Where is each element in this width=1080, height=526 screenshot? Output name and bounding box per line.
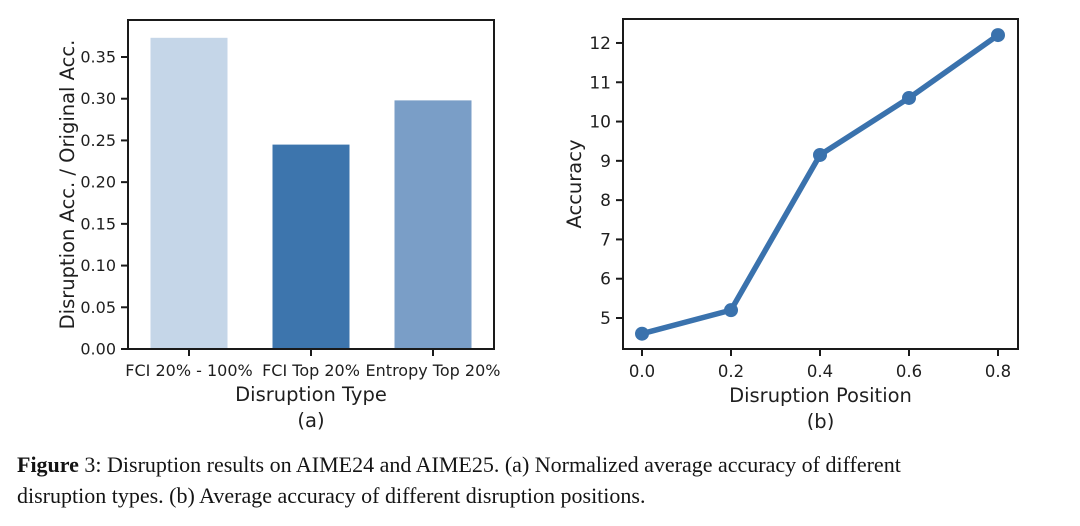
- y-tick-label: 0.20: [80, 173, 116, 192]
- y-tick-label: 8: [600, 191, 611, 211]
- caption-line-2: disruption types. (b) Average accuracy o…: [17, 483, 646, 508]
- panel-label-b: (b): [807, 410, 835, 430]
- y-axis-label: Disruption Acc. / Original Acc.: [56, 40, 79, 330]
- data-point: [635, 326, 649, 341]
- caption-figure-label: Figure: [17, 452, 79, 477]
- y-tick-label: 0.10: [80, 256, 116, 275]
- x-tick-label: 0.8: [985, 362, 1011, 381]
- data-line: [639, 32, 1001, 337]
- x-axis-label: Disruption Type: [235, 383, 387, 406]
- caption-line-1: Figure 3: Disruption results on AIME24 a…: [17, 449, 1063, 480]
- x-tick-label: FCI Top 20%: [262, 361, 360, 380]
- y-tick-label: 9: [600, 152, 611, 172]
- y-axis-label: Accuracy: [563, 139, 586, 228]
- x-axis-label: Disruption Position: [729, 384, 912, 407]
- y-tick-label: 0.35: [80, 48, 116, 67]
- x-tick-label: 0.4: [807, 362, 833, 381]
- y-tick-label: 0.00: [80, 340, 116, 359]
- data-point: [902, 90, 916, 105]
- figure-caption: Figure 3: Disruption results on AIME24 a…: [17, 449, 1063, 511]
- x-tick-label: Entropy Top 20%: [366, 361, 501, 380]
- panel-label-a: (a): [297, 409, 324, 430]
- bar-chart-disruption-type: 0.00 0.05 0.10 0.15 0.20 0.25 0.30 0.35 FCI 20% …: [56, 19, 501, 430]
- y-tick-label: 0.30: [80, 89, 116, 108]
- data-point: [991, 28, 1005, 43]
- bar-2: [272, 144, 350, 349]
- line-chart-disruption-position: 5 6 7 8 9 10 11 12 0.0 0.2 0.4 0.6 0.8 Disruption Pos…: [563, 18, 1019, 430]
- y-tick-label: 12: [589, 34, 611, 54]
- y-tick-label: 6: [600, 270, 611, 290]
- y-tick-label: 11: [589, 73, 611, 93]
- y-tick-label: 0.15: [80, 214, 116, 233]
- x-tick-label: 0.6: [896, 362, 922, 381]
- bar-1: [150, 37, 228, 349]
- y-tick-label: 7: [600, 230, 611, 250]
- data-point: [724, 303, 738, 318]
- y-tick-label: 10: [589, 113, 611, 133]
- plot-box: [622, 18, 1019, 350]
- data-point: [813, 147, 827, 162]
- y-tick-label: 5: [600, 309, 611, 329]
- y-tick-label: 0.05: [80, 298, 116, 317]
- x-tick-label: FCI 20% - 100%: [125, 361, 252, 380]
- x-tick-label: 0.2: [718, 362, 744, 381]
- caption-line1-text: 3: Disruption results on AIME24 and AIME…: [78, 452, 901, 477]
- x-tick-label: 0.0: [629, 362, 655, 381]
- y-tick-label: 0.25: [80, 131, 116, 150]
- bar-3: [394, 100, 472, 349]
